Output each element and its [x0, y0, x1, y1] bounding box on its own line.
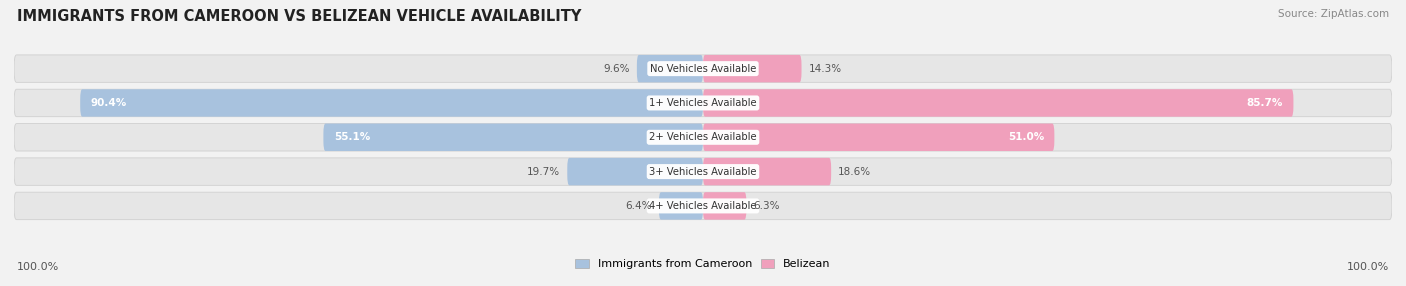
FancyBboxPatch shape	[637, 55, 703, 82]
Text: 2+ Vehicles Available: 2+ Vehicles Available	[650, 132, 756, 142]
Text: 9.6%: 9.6%	[603, 64, 630, 74]
Text: 3+ Vehicles Available: 3+ Vehicles Available	[650, 167, 756, 176]
Text: 18.6%: 18.6%	[838, 167, 872, 176]
Text: 4+ Vehicles Available: 4+ Vehicles Available	[650, 201, 756, 211]
FancyBboxPatch shape	[703, 89, 1294, 117]
FancyBboxPatch shape	[659, 192, 703, 220]
FancyBboxPatch shape	[703, 192, 747, 220]
Text: 14.3%: 14.3%	[808, 64, 842, 74]
FancyBboxPatch shape	[14, 192, 1392, 220]
Text: 85.7%: 85.7%	[1247, 98, 1284, 108]
FancyBboxPatch shape	[14, 124, 1392, 151]
FancyBboxPatch shape	[14, 158, 1392, 185]
Text: 6.4%: 6.4%	[626, 201, 652, 211]
FancyBboxPatch shape	[14, 89, 1392, 117]
FancyBboxPatch shape	[703, 124, 1054, 151]
FancyBboxPatch shape	[567, 158, 703, 185]
Text: 100.0%: 100.0%	[1347, 262, 1389, 272]
Text: 55.1%: 55.1%	[333, 132, 370, 142]
Text: IMMIGRANTS FROM CAMEROON VS BELIZEAN VEHICLE AVAILABILITY: IMMIGRANTS FROM CAMEROON VS BELIZEAN VEH…	[17, 9, 581, 23]
Text: 100.0%: 100.0%	[17, 262, 59, 272]
Text: 19.7%: 19.7%	[527, 167, 561, 176]
FancyBboxPatch shape	[80, 89, 703, 117]
Text: 6.3%: 6.3%	[754, 201, 780, 211]
Text: 1+ Vehicles Available: 1+ Vehicles Available	[650, 98, 756, 108]
FancyBboxPatch shape	[323, 124, 703, 151]
Text: Source: ZipAtlas.com: Source: ZipAtlas.com	[1278, 9, 1389, 19]
Text: 90.4%: 90.4%	[90, 98, 127, 108]
FancyBboxPatch shape	[703, 55, 801, 82]
FancyBboxPatch shape	[14, 55, 1392, 82]
Legend: Immigrants from Cameroon, Belizean: Immigrants from Cameroon, Belizean	[575, 259, 831, 269]
Text: No Vehicles Available: No Vehicles Available	[650, 64, 756, 74]
Text: 51.0%: 51.0%	[1008, 132, 1045, 142]
FancyBboxPatch shape	[703, 158, 831, 185]
